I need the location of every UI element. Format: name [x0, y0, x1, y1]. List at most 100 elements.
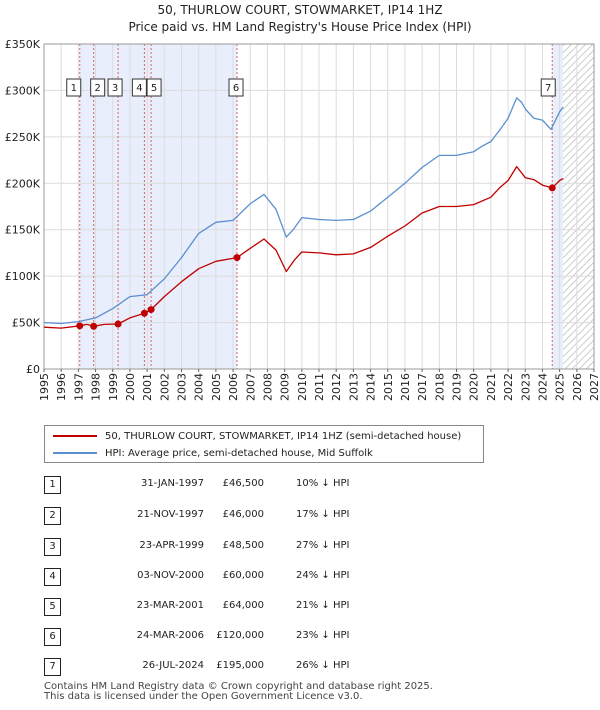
transaction-hpi: 17% ↓ HPI — [296, 509, 350, 520]
sale-label-text: 5 — [151, 83, 157, 94]
x-tick-label: 2023 — [519, 373, 532, 401]
sale-point — [76, 322, 84, 330]
x-tick-label: 2005 — [210, 373, 223, 401]
sale-point — [140, 309, 148, 317]
transaction-date: 24-MAR-2006 — [136, 630, 204, 641]
chart-title: 50, THURLOW COURT, STOWMARKET, IP14 1HZ — [157, 3, 442, 17]
y-tick-label: £0 — [26, 363, 40, 376]
x-tick-label: 2026 — [571, 373, 584, 401]
x-tick-label: 2025 — [554, 373, 567, 401]
x-tick-label: 2020 — [468, 373, 481, 401]
footer-line-2: This data is licensed under the Open Gov… — [44, 691, 363, 702]
y-tick-label: £200K — [5, 177, 41, 190]
transaction-hpi: 10% ↓ HPI — [296, 478, 350, 489]
legend-label-hpi: HPI: Average price, semi-detached house,… — [105, 447, 373, 459]
chart-subtitle: Price paid vs. HM Land Registry's House … — [128, 20, 471, 34]
transaction-price: £120,000 — [216, 630, 264, 641]
y-tick-label: £150K — [5, 224, 41, 237]
x-tick-label: 2027 — [588, 373, 600, 401]
sale-label-box — [90, 78, 106, 97]
x-tick-label: 2014 — [365, 373, 378, 401]
sale-label-box — [66, 78, 82, 97]
x-tick-label: 2011 — [313, 373, 326, 401]
series-group — [44, 97, 564, 330]
sale-label-box — [107, 78, 123, 97]
transaction-number: 3 — [44, 538, 61, 556]
transaction-date: 23-MAR-2001 — [136, 600, 204, 611]
sale-point — [114, 320, 122, 328]
x-tick-label: 2006 — [227, 373, 240, 401]
table-row: 1 31-JAN-1997 £46,500 10% ↓ HPI — [44, 476, 444, 494]
transaction-hpi: 21% ↓ HPI — [296, 600, 350, 611]
transaction-price: £46,500 — [222, 478, 264, 489]
legend-swatch-price — [53, 435, 97, 437]
price-series-line — [44, 165, 564, 329]
x-tick-label: 2012 — [330, 373, 343, 401]
x-tick-label: 2007 — [244, 373, 257, 401]
sale-label-text: 2 — [94, 83, 100, 94]
sale-point — [90, 322, 98, 330]
x-tick-label: 2022 — [502, 373, 515, 401]
sale-label-box — [540, 78, 556, 97]
transaction-number: 4 — [44, 568, 61, 586]
shaded-period — [552, 44, 564, 369]
footer-line-1: Contains HM Land Registry data © Crown c… — [44, 681, 433, 692]
transaction-price: £48,500 — [222, 540, 264, 551]
transaction-hpi: 24% ↓ HPI — [296, 570, 350, 581]
x-tick-label: 2009 — [279, 373, 292, 401]
sale-label-text: 7 — [545, 83, 551, 94]
x-tick-label: 2017 — [416, 373, 429, 401]
x-tick-label: 2000 — [124, 373, 137, 401]
x-tick-label: 2013 — [347, 373, 360, 401]
x-tick-label: 2002 — [158, 373, 171, 401]
transaction-hpi: 23% ↓ HPI — [296, 630, 350, 641]
transaction-hpi: 27% ↓ HPI — [296, 540, 350, 551]
sale-label-text: 4 — [136, 83, 142, 94]
transaction-date: 31-JAN-1997 — [140, 478, 204, 489]
sale-label-text: 1 — [71, 83, 77, 94]
transaction-number: 1 — [44, 476, 61, 494]
x-tick-label: 1996 — [55, 373, 68, 401]
x-tick-label: 2019 — [451, 373, 464, 401]
forecast-hatch — [563, 44, 594, 369]
x-tick-label: 1999 — [107, 373, 120, 401]
x-tick-label: 2008 — [261, 373, 274, 401]
table-row: 6 24-MAR-2006 £120,000 23% ↓ HPI — [44, 628, 444, 646]
footer-attribution: Contains HM Land Registry data © Crown c… — [44, 682, 433, 702]
legend-swatch-hpi — [53, 452, 97, 454]
sale-label-box — [228, 78, 244, 97]
x-tick-label: 2021 — [485, 373, 498, 401]
table-row: 5 23-MAR-2001 £64,000 21% ↓ HPI — [44, 598, 444, 616]
y-tick-label: £350K — [5, 38, 41, 51]
transaction-date: 03-NOV-2000 — [137, 570, 204, 581]
x-tick-label: 2004 — [193, 373, 206, 401]
transaction-hpi: 26% ↓ HPI — [296, 660, 350, 671]
x-tick-label: 2015 — [382, 373, 395, 401]
sale-label-box — [131, 78, 147, 97]
transaction-number: 7 — [44, 658, 61, 676]
sale-point — [147, 306, 155, 314]
price-chart: 50, THURLOW COURT, STOWMARKET, IP14 1HZ … — [5, 3, 600, 401]
transaction-number: 6 — [44, 628, 61, 646]
legend-item-hpi: HPI: Average price, semi-detached house,… — [53, 445, 373, 461]
table-row: 2 21-NOV-1997 £46,000 17% ↓ HPI — [44, 507, 444, 525]
sale-point — [548, 184, 556, 192]
transaction-number: 2 — [44, 507, 61, 525]
x-tick-label: 2024 — [536, 373, 549, 401]
x-tick-label: 2003 — [176, 373, 189, 401]
x-tick-label: 2018 — [433, 373, 446, 401]
hpi-series-line — [44, 97, 564, 325]
y-tick-label: £50K — [12, 317, 41, 330]
transaction-price: £195,000 — [216, 660, 264, 671]
legend-label-price: 50, THURLOW COURT, STOWMARKET, IP14 1HZ … — [105, 430, 462, 442]
y-tick-label: £300K — [5, 84, 41, 97]
transaction-price: £60,000 — [222, 570, 264, 581]
transaction-price: £64,000 — [222, 600, 264, 611]
table-row: 3 23-APR-1999 £48,500 27% ↓ HPI — [44, 538, 444, 556]
sale-label-text: 6 — [233, 83, 239, 94]
x-tick-label: 1995 — [38, 373, 51, 401]
shaded-period — [79, 44, 238, 369]
x-tick-label: 2016 — [399, 373, 412, 401]
legend-item-price: 50, THURLOW COURT, STOWMARKET, IP14 1HZ … — [53, 428, 461, 444]
x-tick-label: 1998 — [90, 373, 103, 401]
